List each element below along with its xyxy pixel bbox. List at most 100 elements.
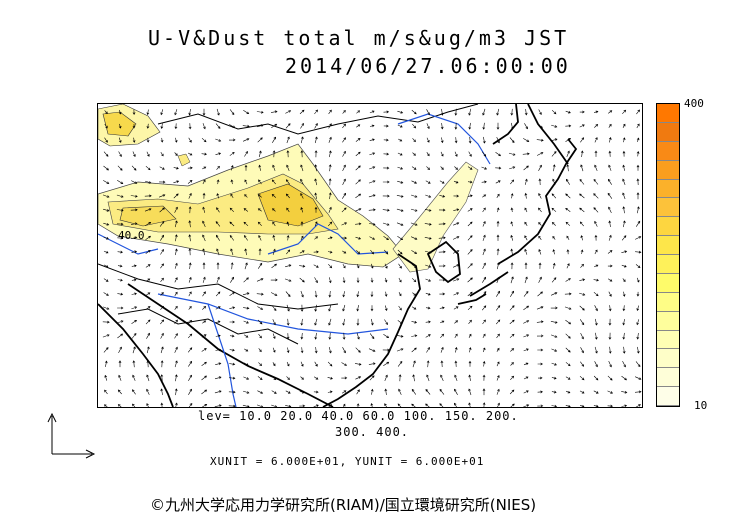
wind-vector [228,390,236,394]
copyright-notice: ©九州大学応用力学研究所(RIAM)/国立環境研究所(NIES) [150,496,537,514]
wind-vector [636,164,640,171]
wind-vector [145,222,152,226]
wind-vector [270,292,278,296]
wind-vector [438,208,446,212]
wind-vector [510,193,514,199]
wind-vector [146,332,150,339]
wind-vector [523,320,530,324]
colorbar-min-label: 10 [694,399,708,412]
wind-vector [103,404,108,407]
wind-vector [368,348,376,352]
wind-vector [411,263,417,269]
wind-vector [397,249,403,255]
wind-vector [243,110,250,114]
wind-vector [510,276,514,284]
wind-vector [272,347,276,353]
colorbar-segment [657,104,679,123]
wind-vector [328,206,332,213]
wind-vector [117,250,123,254]
wind-vector [536,334,544,338]
wind-vector [622,278,626,283]
wind-vector [117,404,122,407]
wind-vector [608,123,612,128]
wind-vector [188,234,192,242]
wind-vector [284,278,292,282]
wind-vector [579,292,586,296]
wind-vector [552,178,556,186]
wind-vector [510,262,514,270]
wind-vector [242,404,250,407]
wind-vector [272,234,276,241]
wind-vector [425,320,431,324]
wind-vector [103,151,109,157]
wind-vector [202,123,206,130]
wind-vector [594,346,598,354]
wind-vector [160,151,164,157]
wind-vector [202,305,207,310]
wind-vector [467,263,473,269]
wind-vector [551,124,558,128]
wind-vector [300,136,304,144]
wind-vector [593,179,599,185]
dust-core-west [119,205,177,227]
wind-vector [536,306,544,310]
wind-vector [160,360,164,368]
wind-vector [314,192,318,199]
wind-vector [452,264,460,268]
wind-vector [608,360,612,368]
wind-vector [270,278,278,282]
wind-vector [369,124,375,128]
wind-vector [410,236,418,240]
wind-vector [130,222,138,226]
wind-vector [300,164,304,172]
wind-vector [635,220,641,227]
wind-vector [271,123,278,129]
wind-vector [342,109,346,114]
wind-vector [201,334,207,338]
wind-vector [131,236,138,240]
wind-vector [396,222,404,226]
wind-vector [468,108,472,116]
wind-vector [565,347,571,353]
river-yangtze [157,293,389,335]
river-layer [98,113,491,407]
wind-vector [300,318,304,326]
wind-vector [510,403,515,407]
wind-vector [285,390,291,394]
wind-vector [566,235,570,241]
wind-vector [397,320,403,324]
wind-vector [103,278,109,282]
wind-vector [622,360,626,368]
wind-vector [496,388,500,395]
wind-vector [454,320,459,324]
wind-vector [439,320,445,324]
wind-vector [565,221,571,226]
wind-vector [342,332,346,340]
wind-vector [146,360,150,368]
wind-vector [242,292,250,296]
wind-vector [230,193,234,199]
wind-vector [355,193,362,199]
wind-vector [131,333,137,339]
wind-vector [174,388,178,396]
wind-vector [258,150,262,158]
wind-vector [230,248,234,256]
wind-vector [314,150,318,158]
wind-vector [328,347,332,354]
wind-vector [202,248,206,256]
wind-vector [453,208,460,212]
wind-vector [271,194,276,198]
wind-vector [356,291,360,298]
wind-vector [286,164,290,172]
wind-vector [509,333,515,338]
wind-vector [314,347,318,354]
wind-vector [257,262,263,269]
wind-vector [425,334,431,338]
wind-vector [551,151,557,157]
levels-line-2: 300. 400. [335,425,410,439]
wind-vector [411,306,417,310]
wind-vector [229,235,235,241]
wind-vector [299,109,305,115]
wind-vector [174,374,178,382]
wind-vector [496,262,500,270]
